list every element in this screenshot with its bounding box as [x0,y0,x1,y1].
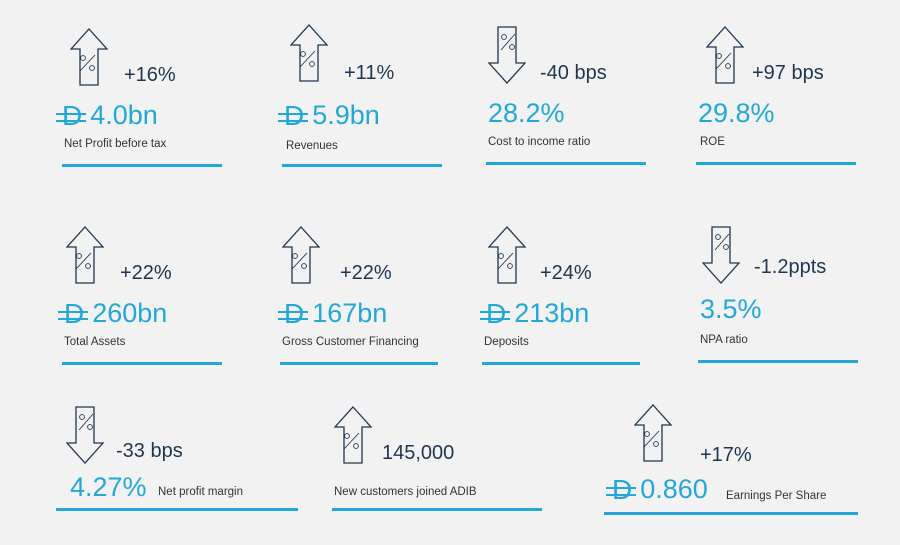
dirham-currency-icon: D [57,297,89,329]
dirham-currency-icon: D [479,297,511,329]
kpi-delta: +11% [344,62,395,84]
kpi-value: 29.8% [698,98,775,128]
kpi-delta: -1.2ppts [754,256,827,278]
kpi-underline [56,508,298,511]
percent-up-arrow-icon [706,26,744,84]
percent-down-arrow-icon [702,226,740,284]
kpi-label: Cost to income ratio [488,136,591,148]
percent-up-arrow-icon [290,24,328,82]
kpi-delta: +22% [340,262,392,284]
kpi-label: Net Profit before tax [64,138,167,150]
kpi-label: Net profit margin [158,486,244,498]
kpi-underline [332,508,542,511]
dirham-currency-icon: D [605,473,637,505]
kpi-delta: +97 bps [752,62,824,84]
percent-up-arrow-icon [66,226,104,284]
kpi-value: 4.27% [70,472,147,502]
dirham-currency-icon: D [55,99,87,131]
kpi-label: Gross Customer Financing [282,336,419,348]
kpi-underline [280,362,438,365]
kpi-label: New customers joined ADIB [334,486,477,498]
kpi-delta: +16% [124,64,176,86]
kpi-delta: 145,000 [382,442,455,464]
kpi-underline [62,362,222,365]
percent-up-arrow-icon [70,28,108,86]
kpi-value: 28.2% [488,98,565,128]
kpi-label: Revenues [286,140,338,152]
percent-up-arrow-icon [634,404,672,462]
kpi-delta: -40 bps [540,62,607,84]
kpi-label: Earnings Per Share [726,490,827,502]
kpi-underline [62,164,222,167]
kpi-delta: +17% [700,444,752,466]
kpi-underline [698,360,858,363]
kpi-value: D 260bn [57,297,168,329]
kpi-value: D 0.860 [605,473,708,505]
kpi-label: NPA ratio [700,334,748,346]
percent-up-arrow-icon [488,226,526,284]
kpi-label: Total Assets [64,336,126,348]
percent-down-arrow-icon [488,26,526,84]
kpi-underline [282,164,442,167]
kpi-underline [486,162,646,165]
kpi-value: D 167bn [277,297,388,329]
kpi-label: Deposits [484,336,529,348]
dirham-currency-icon: D [277,297,309,329]
percent-down-arrow-icon [66,406,104,464]
kpi-delta: +24% [540,262,592,284]
kpi-underline [696,162,856,165]
kpi-value: D 213bn [479,297,590,329]
kpi-underline [604,512,858,515]
percent-up-arrow-icon [282,226,320,284]
kpi-delta: +22% [120,262,172,284]
kpi-value: 3.5% [700,294,762,324]
kpi-underline [482,362,640,365]
kpi-value: D 4.0bn [55,99,158,131]
percent-up-arrow-icon [334,406,372,464]
kpi-delta: -33 bps [116,440,183,462]
kpi-label: ROE [700,136,725,148]
dirham-currency-icon: D [277,99,309,131]
kpi-value: D 5.9bn [277,99,380,131]
